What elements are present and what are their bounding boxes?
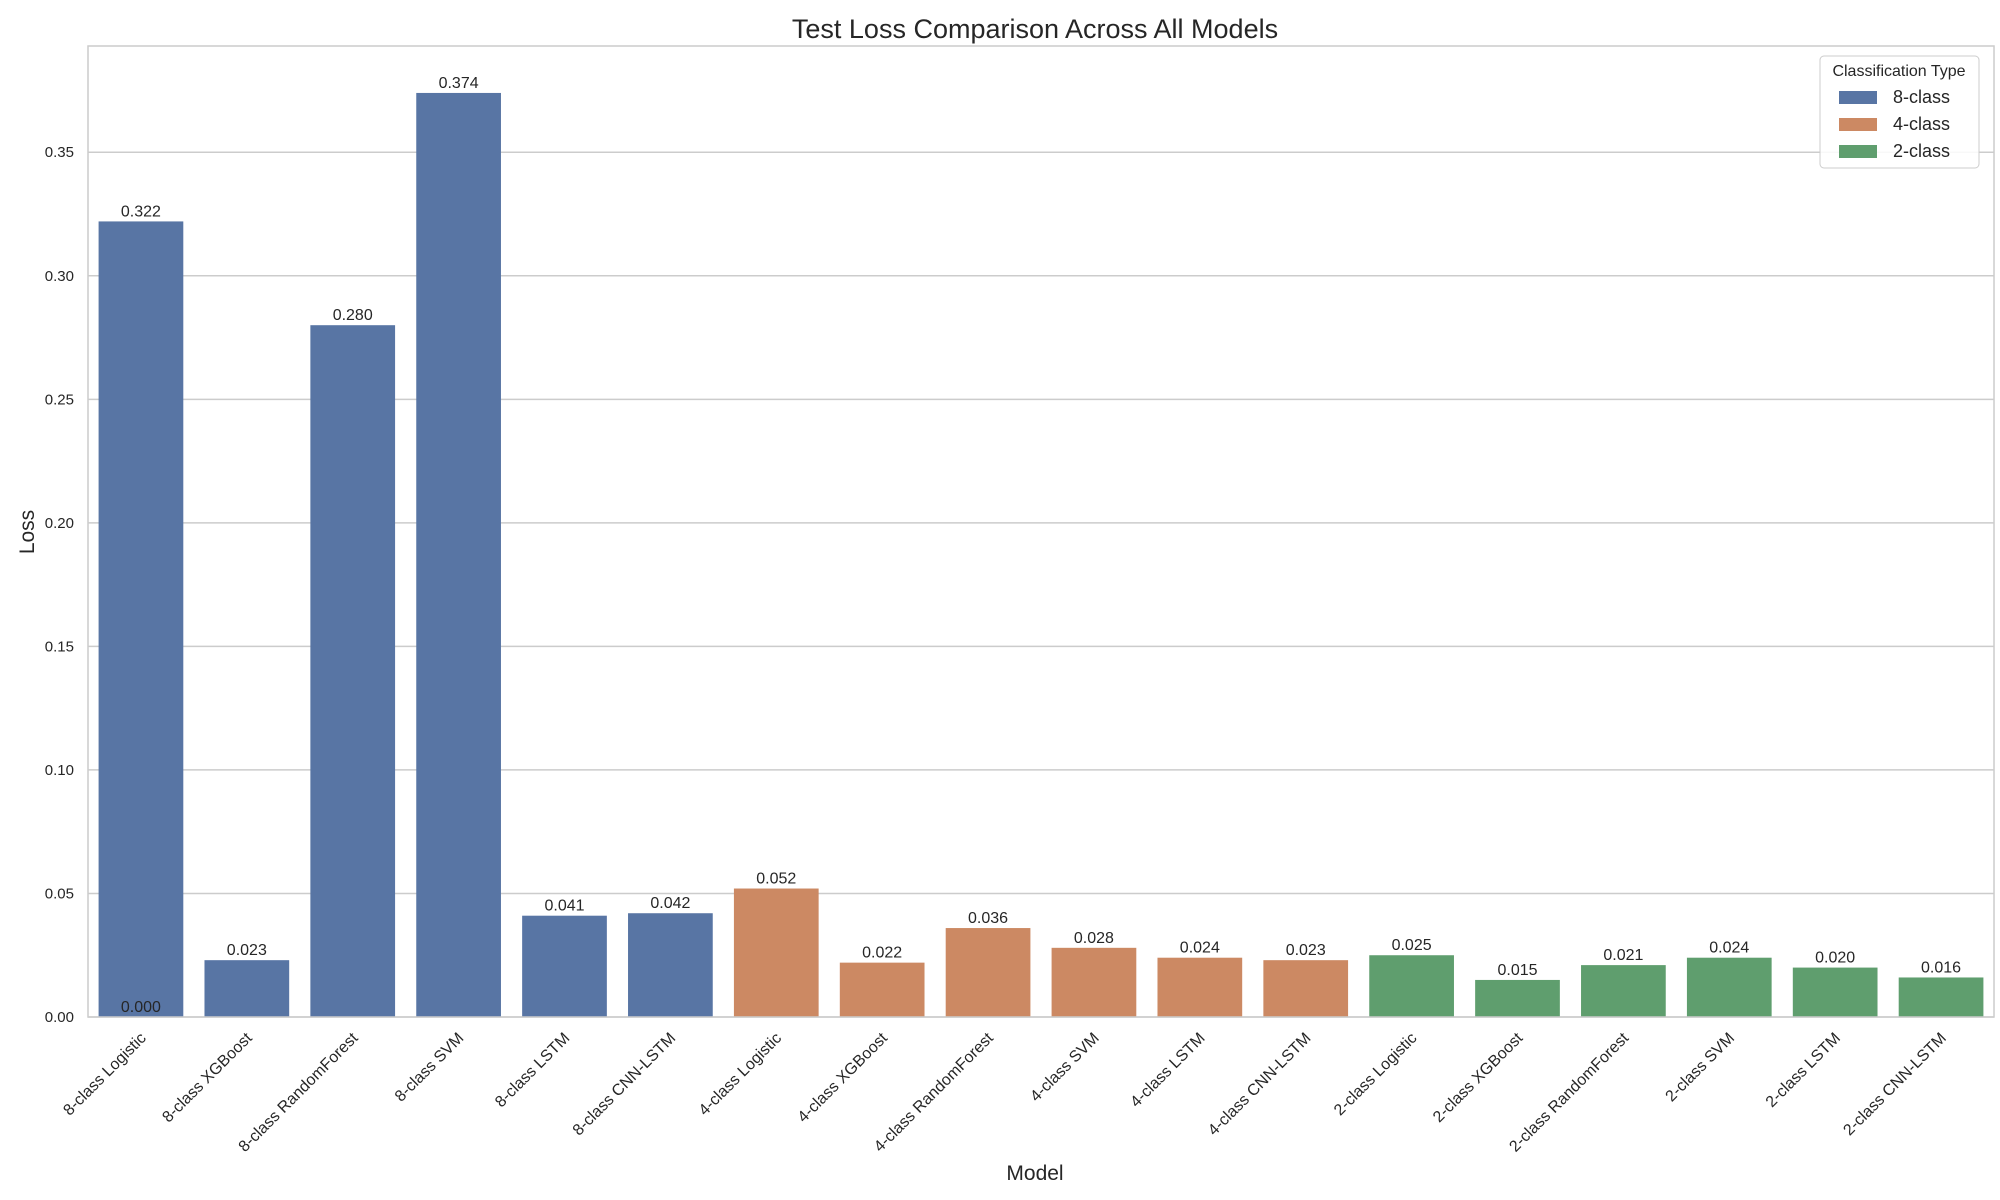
bar-value-label: 0.025 — [1392, 937, 1432, 954]
bar-value-label: 0.024 — [1180, 940, 1220, 957]
bar — [1686, 957, 1772, 1017]
bar — [628, 913, 713, 1017]
bar-value-label: 0.022 — [862, 945, 902, 962]
bar — [1898, 977, 1984, 1017]
bar-value-label: 0.041 — [544, 898, 584, 915]
bar — [310, 325, 396, 1018]
bar — [1792, 967, 1878, 1017]
legend-swatch — [1839, 118, 1877, 131]
y-axis-title: Loss — [16, 510, 39, 554]
y-tick-label: 0.05 — [45, 885, 74, 902]
y-tick-label: 0.00 — [45, 1009, 74, 1026]
bar — [945, 928, 1031, 1017]
bar — [98, 221, 184, 1018]
bar-value-label: 0.374 — [439, 75, 479, 92]
legend-entry-label: 2-class — [1893, 141, 1950, 161]
bar — [839, 962, 925, 1017]
bar — [1581, 965, 1666, 1017]
bar-value-label: 0.015 — [1497, 962, 1537, 979]
bar-value-label: 0.036 — [968, 910, 1008, 927]
x-axis-title: Model — [1006, 1162, 1063, 1185]
bar — [522, 915, 607, 1017]
y-tick-label: 0.15 — [45, 638, 74, 655]
bar — [1051, 947, 1137, 1017]
legend-swatch — [1839, 145, 1877, 158]
bar-value-label: 0.016 — [1921, 959, 1961, 976]
bar-value-label: 0.322 — [121, 203, 161, 220]
y-tick-label: 0.30 — [45, 268, 74, 285]
bar-value-label: 0.023 — [227, 942, 267, 959]
bar-value-label: 0.020 — [1815, 950, 1855, 967]
bar — [1369, 955, 1454, 1017]
legend-entry-label: 8-class — [1893, 87, 1950, 107]
legend-title: Classification Type — [1832, 63, 1965, 80]
bar-value-label: 0.024 — [1709, 940, 1749, 957]
bar — [1157, 957, 1243, 1017]
legend-swatch — [1839, 91, 1877, 104]
annotations: 0.000 — [121, 999, 161, 1016]
bar-value-label: 0.028 — [1074, 930, 1114, 947]
y-tick-label: 0.25 — [45, 391, 74, 408]
bar-labels: 0.322 0.023 0.280 0.374 0.041 0.042 0.052 0.022… — [121, 75, 1961, 979]
legend: Classification Type 8-class 4-class 2-clas… — [1819, 55, 1980, 169]
bar — [1263, 960, 1349, 1017]
bar — [733, 888, 819, 1017]
legend-entry-label: 4-class — [1893, 114, 1950, 134]
chart-title: Test Loss Comparison Across All Models — [792, 14, 1278, 44]
y-tick-label: 0.20 — [45, 515, 74, 532]
plot-frame — [87, 45, 1995, 1018]
bar — [416, 92, 501, 1017]
bar-value-label: 0.042 — [650, 895, 690, 912]
bar-value-label: 0.021 — [1603, 947, 1643, 964]
y-axis: 0.00 0.05 0.10 0.15 0.20 0.25 0.30 0.35 — [45, 144, 74, 1026]
gridlines — [88, 151, 1994, 1018]
bar-value-label: 0.052 — [756, 871, 796, 888]
bar — [204, 960, 290, 1017]
bars — [98, 92, 1984, 1018]
y-tick-label: 0.10 — [45, 762, 74, 779]
zero-value-annotation: 0.000 — [121, 999, 161, 1016]
bar — [1475, 979, 1560, 1017]
bar-value-label: 0.023 — [1286, 942, 1326, 959]
bar-value-label: 0.280 — [333, 307, 373, 324]
y-tick-label: 0.35 — [45, 144, 74, 161]
legend-entries: 8-class 4-class 2-class — [1839, 87, 1950, 161]
legend-box — [1819, 55, 1980, 169]
